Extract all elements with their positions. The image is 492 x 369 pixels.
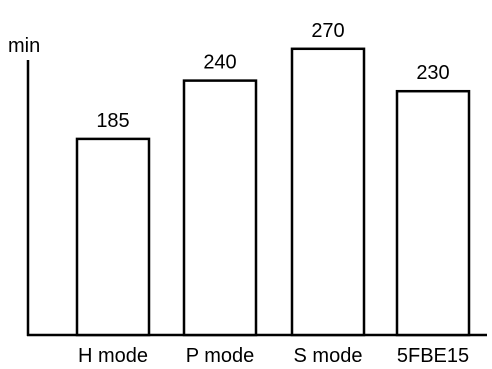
data-label-0: 185 (96, 110, 129, 132)
bar-2 (290, 47, 366, 337)
bars-group: 185 H mode 240 P mode 270 S mode 230 5FBE15 (75, 20, 471, 367)
data-label-1: 240 (203, 52, 236, 74)
y-axis-label: min (8, 35, 40, 57)
data-label-2: 270 (311, 20, 344, 42)
category-label-1: P mode (186, 345, 255, 367)
category-label-0: H mode (78, 345, 148, 367)
bar-1 (182, 79, 258, 337)
bar-0 (75, 137, 151, 337)
bar-3 (395, 89, 471, 337)
data-label-3: 230 (416, 62, 449, 84)
category-label-3: 5FBE15 (397, 345, 469, 367)
category-label-2: S mode (294, 345, 363, 367)
